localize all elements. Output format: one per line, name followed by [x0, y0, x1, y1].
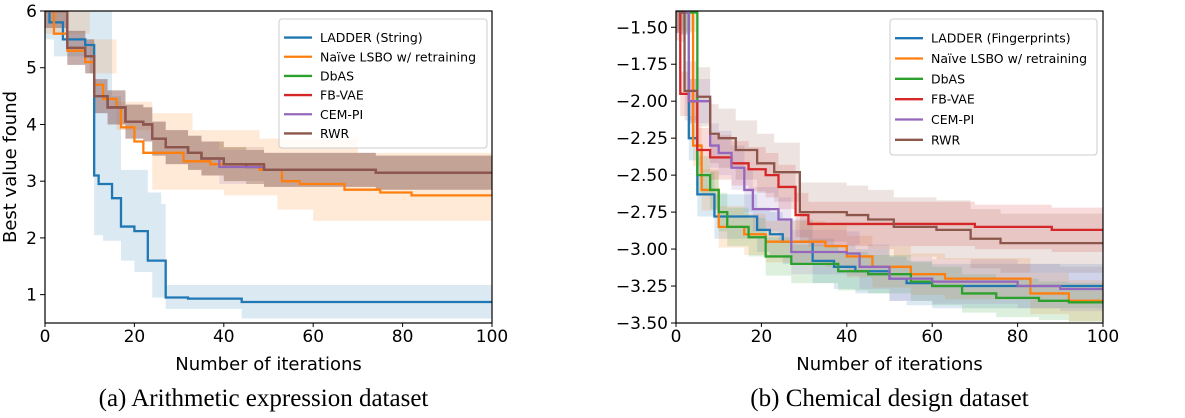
x-tick-label: 0	[671, 327, 682, 347]
y-tick-label: 3	[26, 172, 37, 192]
x-tick-label: 20	[124, 327, 146, 347]
confidence-band-2	[45, 11, 492, 190]
legend-label: LADDER (String)	[320, 30, 423, 45]
x-tick-label: 40	[213, 327, 235, 347]
axes-frame	[44, 10, 493, 324]
axes-frame	[675, 10, 1104, 324]
x-axis-label: Number of iterations	[175, 354, 362, 375]
legend-label: CEM-PI	[320, 107, 363, 122]
y-tick-label: 1	[26, 286, 37, 306]
legend-label: RWR	[931, 132, 961, 147]
y-axis-label: Best value found	[0, 91, 21, 243]
confidence-band-0	[45, 11, 492, 319]
y-tick-label: −3.00	[616, 240, 668, 260]
y-tick-label: −1.50	[616, 18, 668, 38]
y-tick-label: 6	[26, 2, 37, 22]
legend-label: FB-VAE	[320, 88, 364, 103]
y-tick-label: 2	[26, 229, 37, 249]
series-line-0	[45, 11, 492, 304]
legend-label: FB-VAE	[931, 92, 975, 107]
x-tick-label: 100	[1087, 327, 1119, 347]
confidence-band-1	[676, 11, 1103, 322]
confidence-band-1	[45, 11, 492, 221]
y-tick-label: −2.00	[616, 92, 668, 112]
y-tick-label: 5	[26, 59, 37, 79]
y-tick-label: −1.75	[616, 55, 668, 75]
legend-label: Naïve LSBO w/ retraining	[320, 49, 476, 64]
confidence-band-5	[45, 11, 492, 190]
y-tick-label: −2.50	[616, 166, 668, 186]
legend-label: LADDER (Fingerprints)	[931, 31, 1071, 46]
x-tick-label: 80	[1007, 327, 1029, 347]
legend-label: DbAS	[931, 71, 965, 86]
legend-box	[278, 18, 488, 149]
series-line-5	[676, 11, 1103, 245]
y-tick-label: −2.25	[616, 129, 668, 149]
y-tick-label: −2.75	[616, 203, 668, 223]
legend: LADDER (Fingerprints) Naïve LSBO w/ retra…	[889, 18, 1098, 156]
legend: LADDER (String) Naïve LSBO w/ retraining D…	[278, 18, 488, 149]
legend-label: RWR	[320, 126, 350, 141]
confidence-band-4	[45, 11, 492, 190]
series-line-1	[676, 11, 1103, 302]
confidence-band-2	[676, 11, 1103, 322]
x-tick-label: 60	[302, 327, 324, 347]
x-tick-label: 100	[476, 327, 508, 347]
y-tick-label: −3.50	[616, 314, 668, 334]
confidence-band-3	[45, 11, 492, 190]
chart-b: 0 20 40 60 80 100 −1.50 −1.75 −2.00 −2.25 −2.50 −2.…	[616, 10, 1119, 412]
subfigure-caption: (b) Chemical design dataset	[750, 385, 1028, 412]
x-tick-label: 20	[751, 327, 773, 347]
legend-label: Naïve LSBO w/ retraining	[931, 51, 1087, 66]
y-tick-label: 4	[26, 115, 37, 135]
x-tick-label: 40	[836, 327, 858, 347]
x-tick-label: 80	[392, 327, 414, 347]
y-tick-label: −3.25	[616, 277, 668, 297]
legend-label: CEM-PI	[931, 112, 974, 127]
plot-area	[676, 11, 1103, 322]
chart-a: 0 20 40 60 80 100 1 2 3 4 5 6 Number of iterations Be…	[0, 2, 508, 412]
x-tick-label: 60	[921, 327, 943, 347]
subfigure-caption: (a) Arithmetic expression dataset	[99, 385, 429, 412]
legend-box	[889, 18, 1098, 156]
series-line-5	[45, 11, 492, 174]
x-axis-label: Number of iterations	[796, 354, 983, 375]
legend-label: DbAS	[320, 68, 354, 83]
x-tick-label: 0	[40, 327, 51, 347]
series-line-2	[676, 11, 1103, 304]
confidence-band-3	[676, 11, 1103, 253]
series-line-1	[45, 11, 492, 197]
plot-area	[45, 11, 492, 319]
